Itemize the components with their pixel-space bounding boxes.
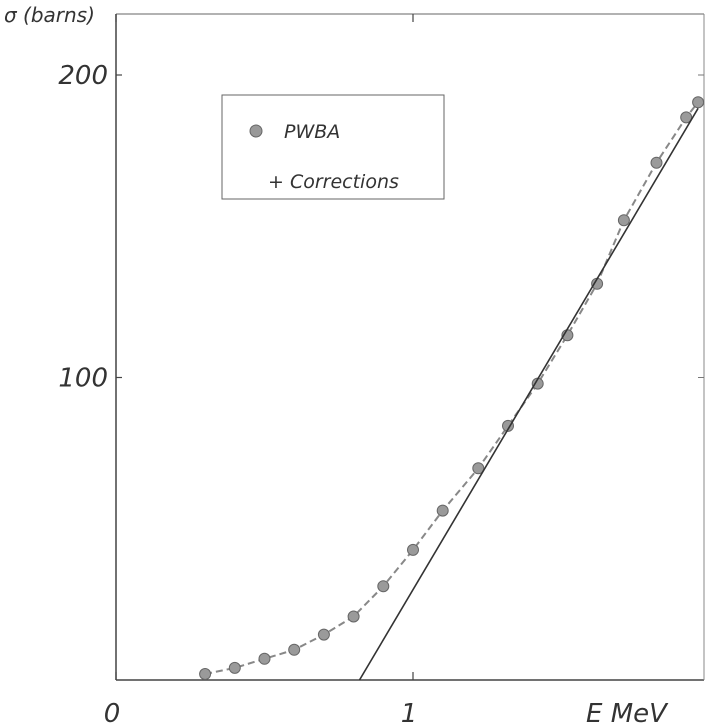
x-tick-label-0: 0 xyxy=(104,699,121,727)
legend-box xyxy=(221,94,445,200)
series-0-point-0 xyxy=(199,668,212,680)
series-0-point-14 xyxy=(617,214,630,227)
tick-labels: 100 200 0 1 xyxy=(58,61,417,727)
series-0-point-16 xyxy=(680,111,693,124)
series-0-line xyxy=(204,101,699,675)
series-0-point-9 xyxy=(472,462,485,475)
x-axis-label: E MeV xyxy=(586,699,669,727)
tick-marks xyxy=(115,14,704,680)
legend-label-pwba: PWBA xyxy=(284,121,340,143)
series-0-point-8 xyxy=(436,504,449,517)
series-0-point-17 xyxy=(692,96,705,109)
plot-frame xyxy=(115,13,705,681)
legend-label-corrections: + Corrections xyxy=(268,171,399,193)
y-tick-label-0: 100 xyxy=(58,364,108,394)
x-tick-label-1: 1 xyxy=(401,699,418,727)
series-0-point-7 xyxy=(407,543,419,556)
series-0-point-5 xyxy=(347,610,360,623)
series-layer xyxy=(199,96,705,681)
series-1-line xyxy=(358,107,699,681)
series-0-point-6 xyxy=(377,580,390,593)
series-0-point-4 xyxy=(317,628,330,641)
y-axis-label: σ (barns) xyxy=(4,3,95,27)
series-0-point-1 xyxy=(228,661,241,674)
legend-dot-icon xyxy=(249,124,263,138)
series-0-point-2 xyxy=(258,652,271,665)
series-0-point-3 xyxy=(288,643,301,656)
series-0-point-15 xyxy=(650,156,663,169)
legend: PWBA + Corrections xyxy=(221,94,445,200)
y-tick-label-1: 200 xyxy=(58,61,108,91)
